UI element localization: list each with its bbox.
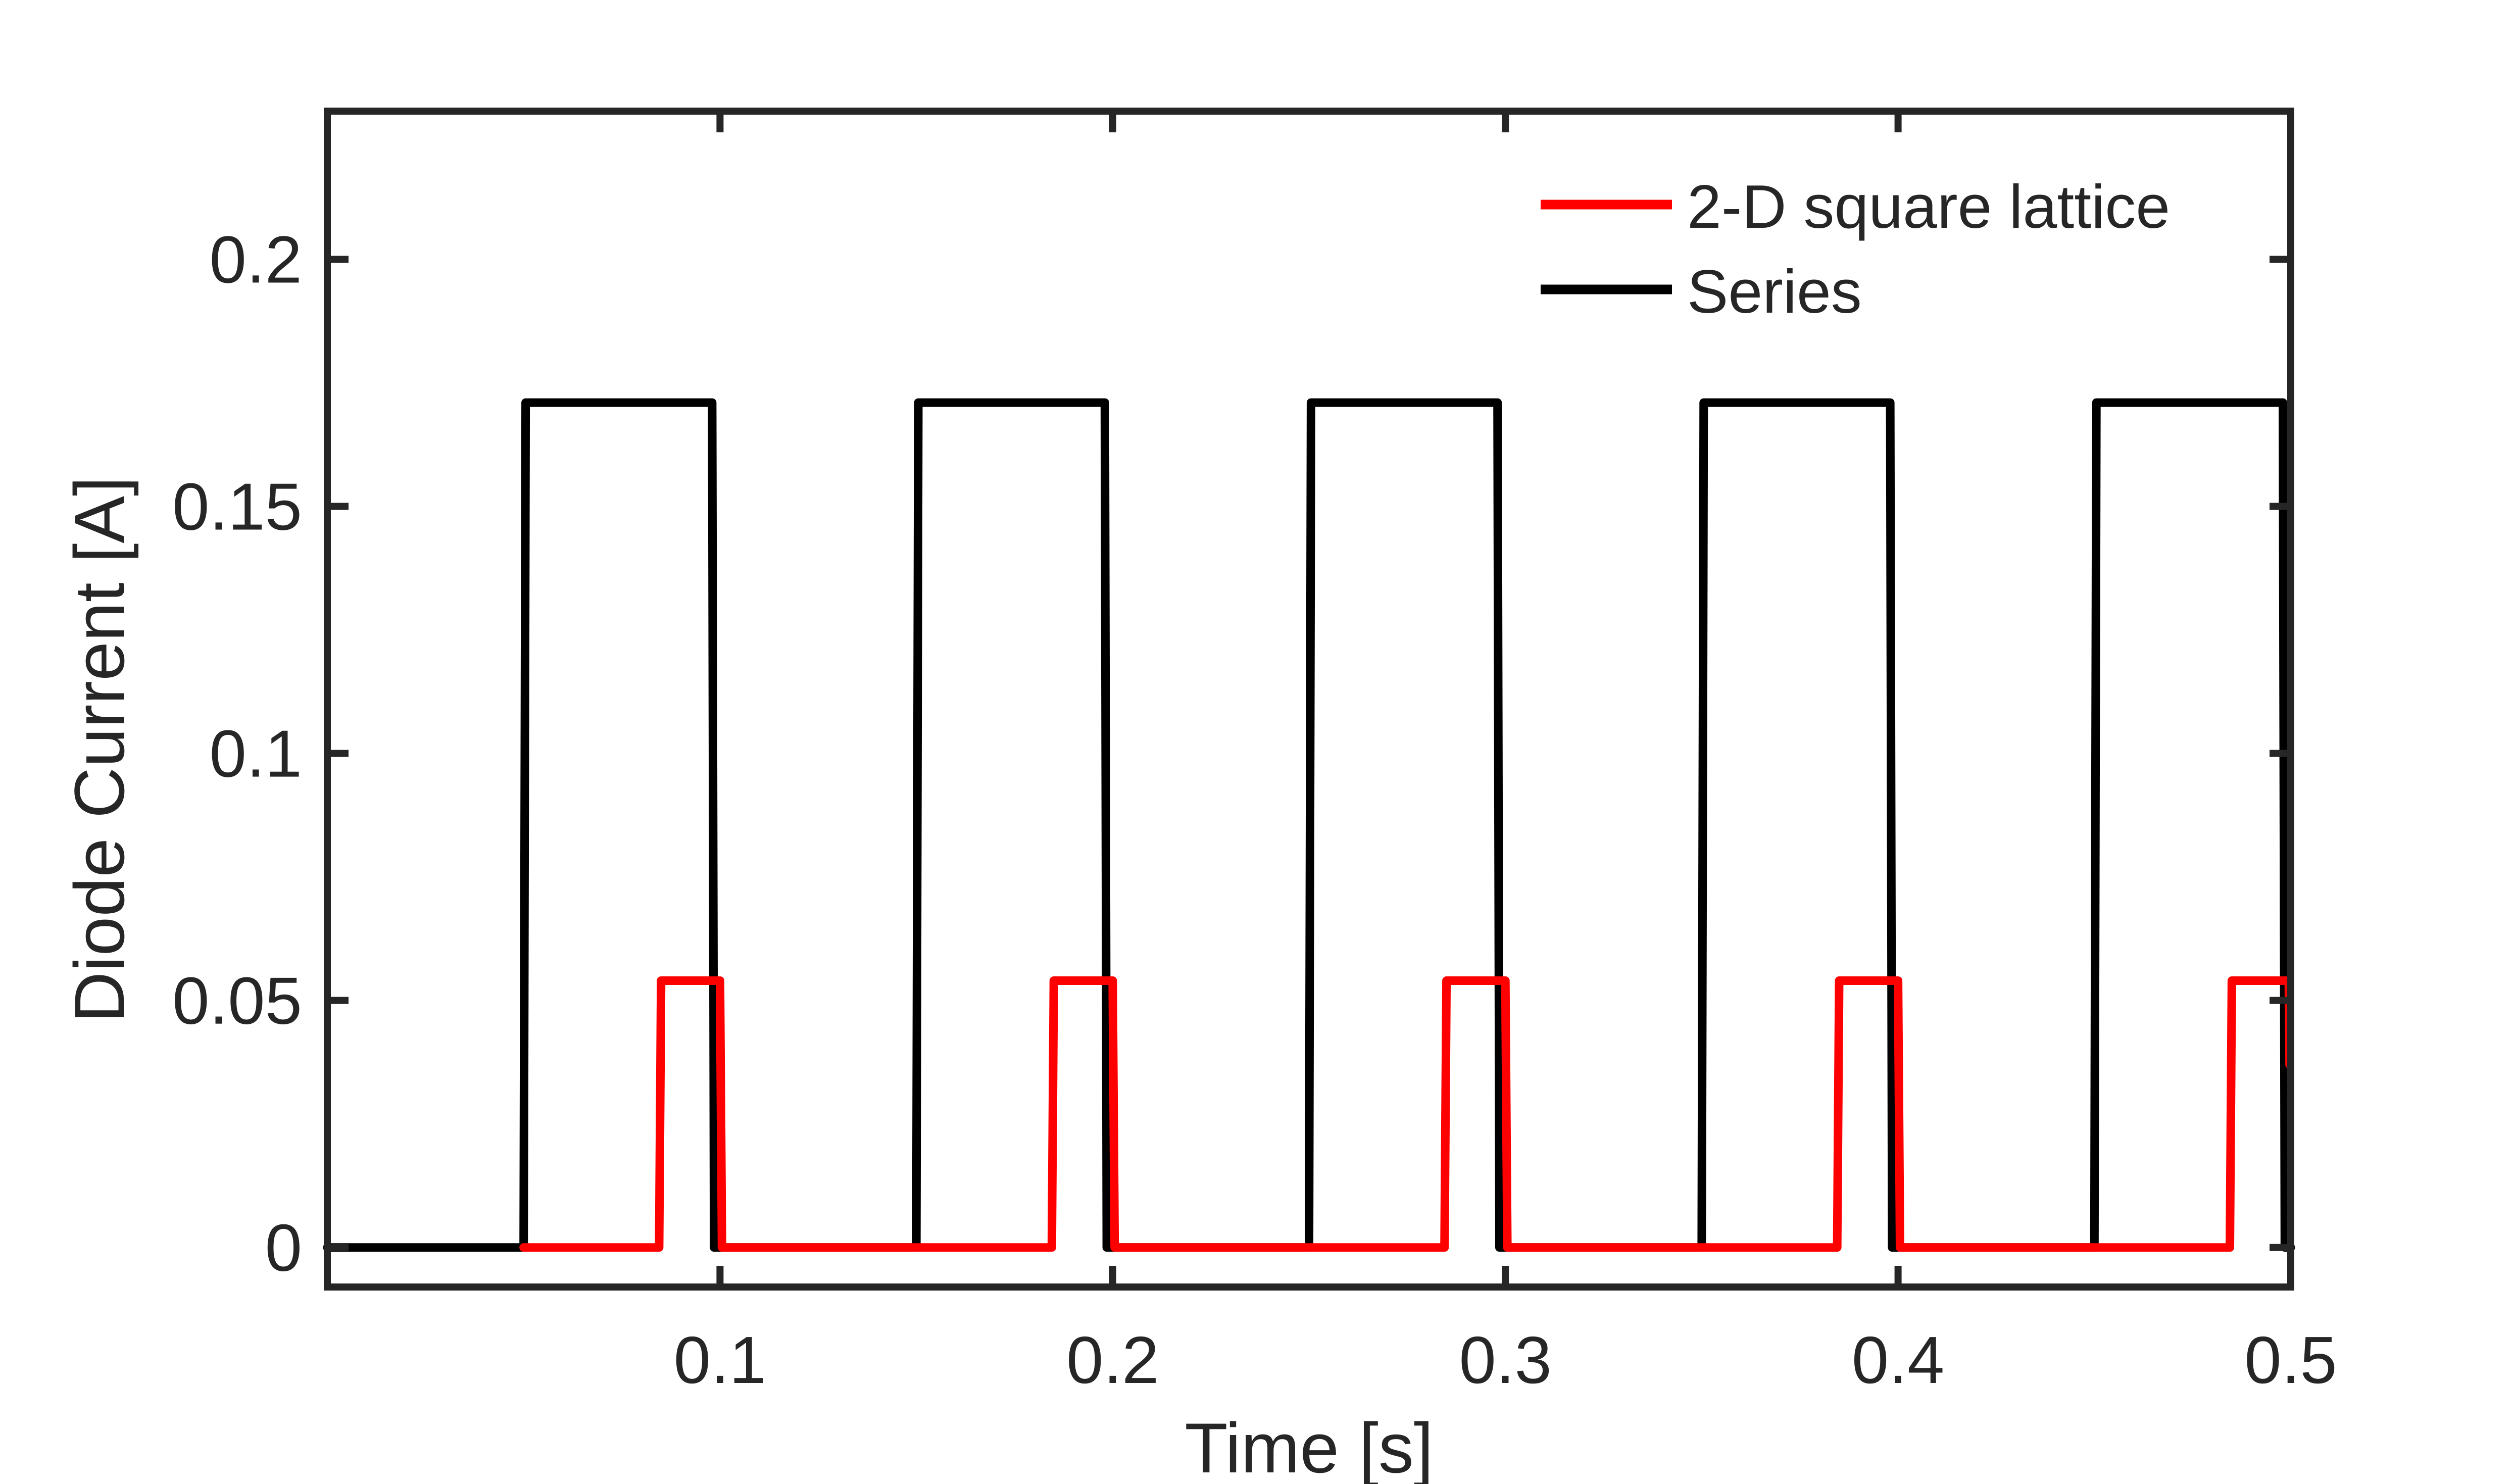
series-line-2-d-square-lattice: [519, 976, 2294, 1252]
series-line-series: [323, 398, 2295, 1252]
legend-label-2-d-square-lattice: 2-D square lattice: [1687, 172, 2170, 241]
y-tick-label: 0.05: [172, 964, 302, 1038]
plot-area: [323, 108, 2295, 1291]
y-tick-label: 0.2: [210, 222, 303, 296]
axes-box: [324, 108, 2294, 1291]
series-layer: [323, 398, 2295, 1252]
x-axis-label: Time [s]: [1185, 1408, 1434, 1484]
y-tick-label: 0: [265, 1211, 302, 1285]
x-tick-label: 0.4: [1852, 1323, 1945, 1397]
legend-label-series: Series: [1687, 257, 1862, 326]
y-tick-label: 0.15: [172, 470, 302, 544]
x-tick-label: 0.1: [674, 1323, 767, 1397]
x-tick-labels: 0.1 0.2 0.3 0.4 0.5: [674, 1323, 2337, 1397]
y-tick-labels: 0 0.05 0.1 0.15 0.2: [172, 222, 302, 1284]
x-tick-label: 0.5: [2244, 1323, 2337, 1397]
y-tick-label: 0.1: [210, 717, 303, 791]
x-tick-label: 0.2: [1066, 1323, 1159, 1397]
x-tick-label: 0.3: [1459, 1323, 1552, 1397]
y-axis-label: Diode Current [A]: [60, 476, 139, 1023]
legend: 2-D square lattice Series: [1541, 172, 2170, 326]
